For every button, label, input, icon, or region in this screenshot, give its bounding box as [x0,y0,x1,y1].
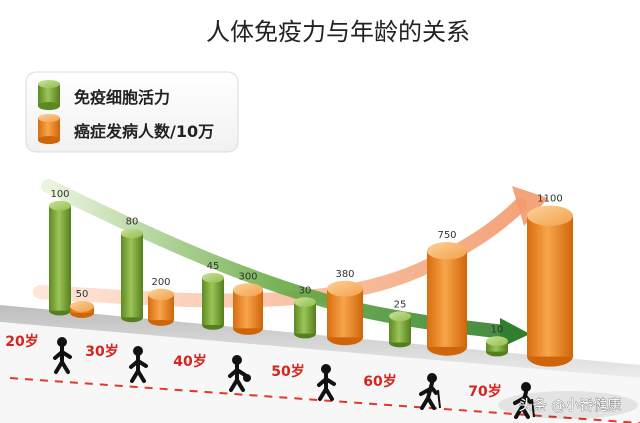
cancer-bar-3-top [327,280,363,297]
immune-bar-3-body [294,302,316,334]
immune-bar-3-top [294,297,316,307]
cancer-bar-3-value-label: 380 [335,269,354,280]
legend-box [25,71,239,153]
cancer-bar-0-top [70,301,94,312]
cancer-bar-4-body [427,250,467,347]
age-label-3: 50岁 [271,363,304,380]
immune-bar-2-value-label: 45 [207,261,220,272]
floor-front [0,322,640,423]
cancer-bar-3: 380 [327,269,363,346]
cancer-bar-4-top [427,242,467,260]
cancer-bar-2-value-label: 300 [238,271,257,282]
immune-bar-0-body [49,205,71,311]
cancer-trend-arrowhead [512,186,548,226]
cancer-bar-2: 300 [233,271,263,335]
watermark: 头条 @小番健康 [498,391,638,419]
person-figure-2 [228,355,251,392]
immune-bar-5: 10 [486,324,508,357]
person-figure-3 [317,364,336,401]
immune-bar-5-body [486,341,508,352]
person-figure-1 [129,346,148,383]
cancer-bar-1: 200 [148,277,174,326]
cancer-bar-4: 750 [427,230,467,356]
immune-bar-5-value-label: 10 [491,324,504,335]
person-figure-5 [513,382,535,419]
cancer-bar-0-value-label: 50 [76,289,89,300]
figures [53,337,535,419]
cancer-bar-5-top [527,205,573,226]
cancer-bar-0: 50 [70,289,94,318]
immune-bar-1: 80 [121,217,143,323]
immune-bar-1-top [121,228,143,239]
immune-bar-0-value-label: 100 [50,189,69,200]
immune-bar-0: 100 [49,189,71,316]
immune-bar-1-value-label: 80 [126,217,139,228]
person-figure-4 [419,373,441,410]
immune-bar-0-top [49,200,71,211]
cancer-bar-4-value-label: 750 [437,230,456,241]
immune-bar-3-value-label: 30 [299,285,312,296]
immune-bar-3: 30 [294,285,316,339]
age-label-4: 60岁 [363,373,396,390]
legend-swatch-green [38,80,60,110]
immune-bar-1-body [121,233,143,318]
legend-swatch-orange [38,114,60,144]
cancer-bar-2-top [233,283,263,297]
immune-bar-2-body [202,277,224,325]
cancer-bar-5: 1100 [527,194,573,367]
cancer-bar-1-value-label: 200 [151,277,170,288]
cancer-bar-5-value-label: 1100 [537,194,562,205]
age-label-5: 70岁 [468,383,501,400]
legend-label-immune: 免疫细胞活力 [74,88,170,107]
chart-title: 人体免疫力与年龄的关系 [206,18,470,46]
age-label-2: 40岁 [173,353,206,370]
immune-bar-4-body [389,316,411,343]
cancer-bar-3-body [327,288,363,338]
immune-bar-2-top [202,272,224,283]
immune-bar-4-value-label: 25 [394,299,407,310]
age-label-0: 20岁 [5,333,38,350]
immune-bar-2: 45 [202,261,224,330]
legend: 免疫细胞活力 癌症发病人数/10万 [25,71,239,153]
immune-bar-4-top [389,311,411,322]
person-figure-0 [53,337,72,374]
age-labels: 20岁 30岁 40岁 50岁 60岁 70岁 [5,333,501,400]
cancer-bar-5-body [527,215,573,357]
age-label-1: 30岁 [85,343,118,360]
floor-dash-line [9,377,640,423]
immune-bar-4: 25 [389,299,411,348]
cancer-bar-1-top [148,288,174,301]
watermark-text: 头条 @小番健康 [519,397,621,414]
bars-layer: 100 50 80 200 45 300 30 380 25 750 10 1100 [49,189,573,367]
legend-label-cancer: 癌症发病人数/10万 [74,122,214,141]
immune-bar-5-top [486,336,508,346]
